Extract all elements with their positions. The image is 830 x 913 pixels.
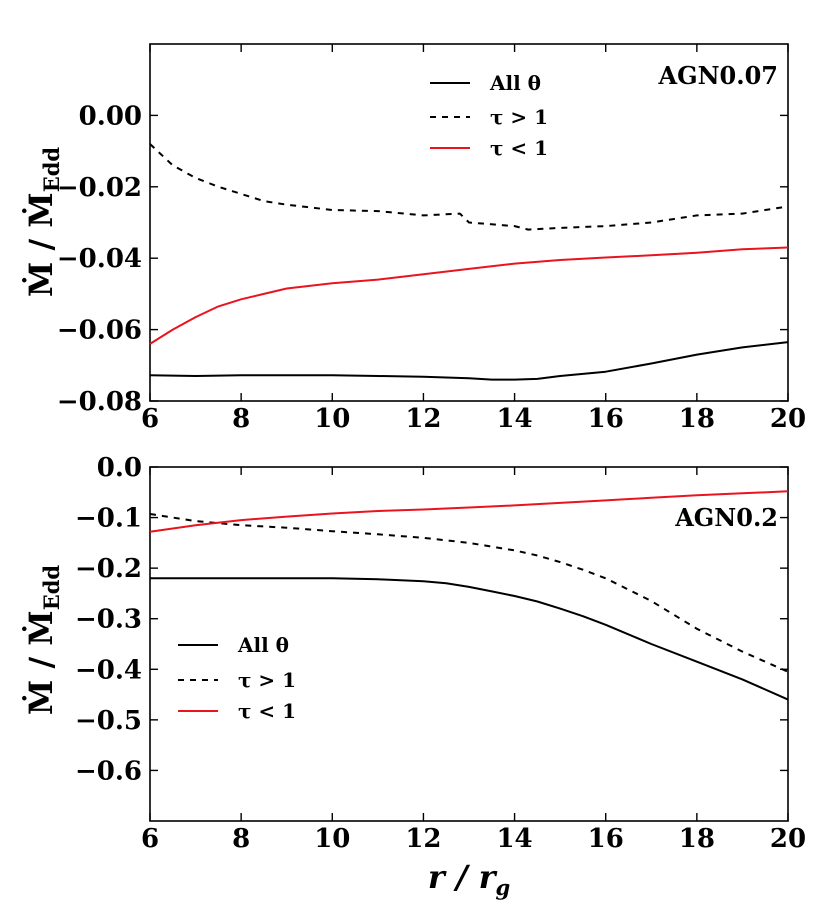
x-tick-label: 10 bbox=[314, 824, 350, 854]
y-tick-label: −0.2 bbox=[75, 554, 142, 584]
x-tick-label: 10 bbox=[314, 404, 350, 434]
y-tick-label: −0.6 bbox=[75, 756, 142, 786]
legend-label-tau-lt-1: τ < 1 bbox=[238, 699, 296, 723]
x-tick-label: 14 bbox=[496, 404, 532, 434]
y-tick-label: 0.0 bbox=[97, 453, 142, 483]
ticks-top: 6 8 10 12 14 16 18 20 −0.08 −0.06 −0.04 −0.02 0.00 bbox=[57, 44, 806, 434]
y-axis-label-top-sub: Edd bbox=[39, 147, 64, 193]
legend-label-tau-lt-1: τ < 1 bbox=[490, 136, 548, 160]
series-line-tau-lt-1 bbox=[149, 246, 789, 345]
x-tick-label: 16 bbox=[588, 824, 624, 854]
y-tick-label: −0.08 bbox=[57, 387, 142, 417]
x-tick-label: 16 bbox=[588, 404, 624, 434]
plot-frame-top bbox=[149, 43, 789, 402]
x-tick-label: 20 bbox=[770, 404, 806, 434]
y-tick-label: −0.4 bbox=[75, 655, 142, 685]
x-axis-label: r / rg bbox=[428, 858, 510, 900]
legend-bottom: All θ τ > 1 τ < 1 bbox=[178, 633, 296, 723]
y-tick-label: −0.02 bbox=[57, 173, 142, 203]
ticks-bottom: 6 8 10 12 14 16 18 20 −0.6 −0.5 −0.4 −0.3 −0.2 −0.1 0.… bbox=[75, 453, 806, 854]
y-axis-label-bottom-sub: Edd bbox=[39, 565, 64, 611]
y-tick-label: −0.06 bbox=[57, 316, 142, 346]
series-line-all-theta bbox=[150, 577, 789, 701]
series-line-tau-gt-1 bbox=[149, 143, 789, 231]
series-lines-bottom bbox=[149, 490, 789, 701]
x-axis-label-main: r / r bbox=[428, 858, 498, 896]
x-tick-label: 20 bbox=[770, 824, 806, 854]
y-tick-label: −0.3 bbox=[75, 605, 142, 635]
legend-label-tau-gt-1: τ > 1 bbox=[238, 668, 296, 692]
x-tick-label: 18 bbox=[679, 824, 715, 854]
panel-annotation-top: AGN0.07 bbox=[657, 61, 778, 90]
y-tick-label: −0.04 bbox=[57, 244, 142, 274]
legend-label-tau-gt-1: τ > 1 bbox=[490, 105, 548, 129]
legend-label-all-theta: All θ bbox=[489, 71, 541, 95]
x-tick-label: 12 bbox=[405, 824, 441, 854]
y-axis-label-top: Ṁ / ṀEdd bbox=[22, 147, 64, 298]
plot-frame-bottom bbox=[149, 466, 789, 822]
legend-top: All θ τ > 1 τ < 1 bbox=[430, 71, 548, 160]
x-axis-label-sub: g bbox=[496, 875, 511, 900]
x-tick-label: 12 bbox=[405, 404, 441, 434]
y-axis-label-bottom: Ṁ / ṀEdd bbox=[22, 565, 64, 716]
panel-top: 6 8 10 12 14 16 18 20 −0.08 −0.06 −0.04 −0.02 0.00 A… bbox=[22, 43, 806, 434]
panel-bottom: 6 8 10 12 14 16 18 20 −0.6 −0.5 −0.4 −0.3 −0.2 −0.1 0.… bbox=[22, 453, 806, 900]
x-tick-label: 8 bbox=[232, 824, 250, 854]
legend-label-all-theta: All θ bbox=[237, 633, 289, 657]
y-tick-label: −0.5 bbox=[75, 706, 142, 736]
x-tick-label: 6 bbox=[141, 824, 159, 854]
x-tick-label: 6 bbox=[141, 404, 159, 434]
y-tick-label: −0.1 bbox=[75, 504, 142, 534]
x-tick-label: 8 bbox=[232, 404, 250, 434]
series-line-all-theta bbox=[149, 341, 789, 381]
x-tick-label: 14 bbox=[496, 824, 532, 854]
y-axis-label-top-main: Ṁ / Ṁ bbox=[22, 192, 60, 297]
x-tick-label: 18 bbox=[679, 404, 715, 434]
series-line-tau-lt-1 bbox=[149, 490, 789, 533]
y-axis-label-bottom-main: Ṁ / Ṁ bbox=[22, 610, 60, 715]
panel-annotation-bottom: AGN0.2 bbox=[674, 503, 778, 532]
series-lines-top bbox=[149, 143, 789, 381]
series-line-tau-gt-1 bbox=[149, 513, 789, 673]
y-tick-label: 0.00 bbox=[79, 101, 142, 131]
